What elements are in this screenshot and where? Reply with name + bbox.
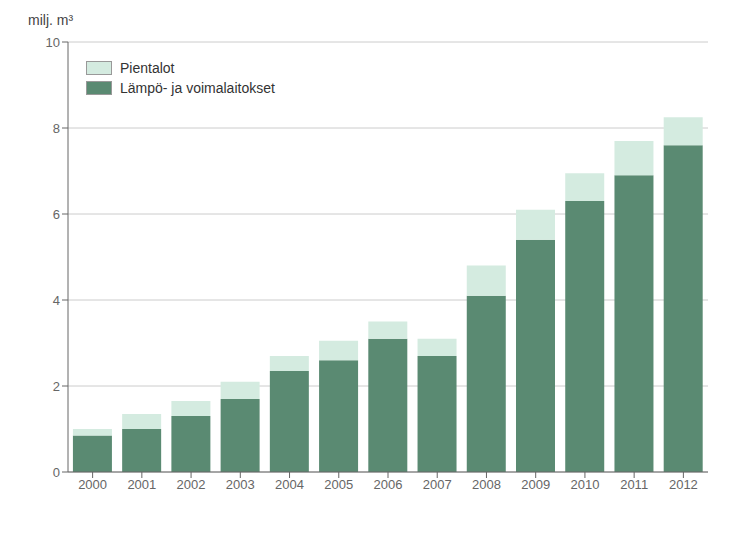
svg-text:2002: 2002 bbox=[177, 477, 206, 492]
svg-text:10: 10 bbox=[46, 35, 60, 50]
svg-text:6: 6 bbox=[53, 207, 60, 222]
svg-text:2008: 2008 bbox=[472, 477, 501, 492]
svg-text:2005: 2005 bbox=[324, 477, 353, 492]
svg-text:0: 0 bbox=[53, 465, 60, 480]
svg-text:2001: 2001 bbox=[127, 477, 156, 492]
html-text:Pientalot: Pientalot bbox=[120, 60, 175, 76]
svg-text:4: 4 bbox=[53, 293, 60, 308]
svg-text:2006: 2006 bbox=[374, 477, 403, 492]
svg-text:2004: 2004 bbox=[275, 477, 304, 492]
svg-text:2012: 2012 bbox=[669, 477, 698, 492]
svg-text:8: 8 bbox=[53, 121, 60, 136]
svg-text:2000: 2000 bbox=[78, 477, 107, 492]
svg-text:2010: 2010 bbox=[570, 477, 599, 492]
html-text:Lämpö- ja voimalaitokset: Lämpö- ja voimalaitokset bbox=[120, 80, 275, 96]
svg-text:2003: 2003 bbox=[226, 477, 255, 492]
html-text:milj. m³: milj. m³ bbox=[28, 12, 74, 28]
svg-text:2007: 2007 bbox=[423, 477, 452, 492]
svg-text:2011: 2011 bbox=[620, 477, 648, 492]
svg-text:2009: 2009 bbox=[521, 477, 550, 492]
svg-text:2: 2 bbox=[53, 379, 60, 394]
